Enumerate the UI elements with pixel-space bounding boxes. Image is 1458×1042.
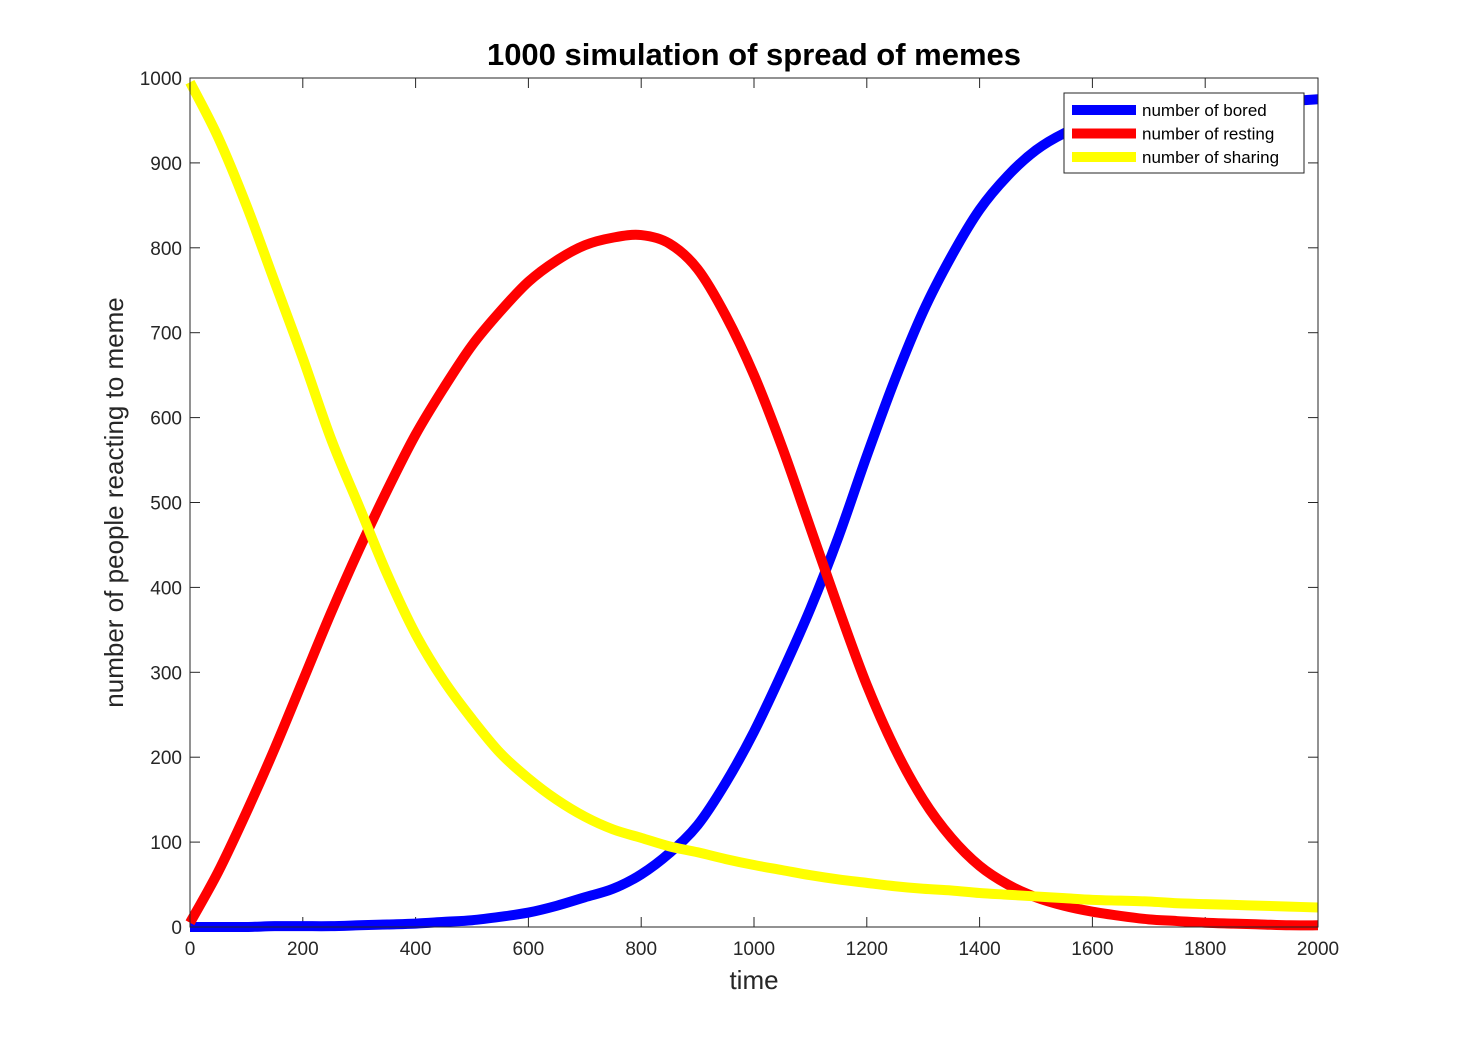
x-tick-label: 800 bbox=[625, 939, 657, 960]
axis-ticks: 0 200 400 600 800 1000 1200 1400 1600 1800 2000 0 10… bbox=[140, 69, 1339, 960]
y-tick-label: 0 bbox=[171, 918, 182, 939]
y-tick-label: 900 bbox=[150, 154, 182, 175]
series-line-sharing bbox=[185, 79, 1319, 913]
x-axis-label: time bbox=[729, 965, 778, 995]
x-tick-label: 1600 bbox=[1071, 939, 1113, 960]
x-tick-label: 1400 bbox=[958, 939, 1000, 960]
y-tick-label: 600 bbox=[150, 409, 182, 430]
x-tick-label: 0 bbox=[185, 939, 196, 960]
x-tick-label: 200 bbox=[287, 939, 319, 960]
x-tick-label: 1000 bbox=[733, 939, 775, 960]
y-tick-label: 800 bbox=[150, 239, 182, 260]
y-tick-label: 200 bbox=[150, 748, 182, 769]
x-tick-label: 1200 bbox=[846, 939, 888, 960]
legend-item-resting: number of resting bbox=[1072, 125, 1274, 144]
y-tick-label: 400 bbox=[150, 578, 182, 599]
x-tick-label: 600 bbox=[513, 939, 545, 960]
y-tick-label: 1000 bbox=[140, 69, 182, 90]
legend-label: number of sharing bbox=[1142, 148, 1279, 167]
chart-title: 1000 simulation of spread of memes bbox=[487, 37, 1021, 72]
x-tick-label: 2000 bbox=[1297, 939, 1339, 960]
legend: number of bored number of resting number o… bbox=[1063, 92, 1305, 174]
legend-label: number of bored bbox=[1142, 101, 1267, 120]
x-tick-label: 400 bbox=[400, 939, 432, 960]
y-tick-label: 700 bbox=[150, 324, 182, 345]
legend-item-sharing: number of sharing bbox=[1072, 148, 1279, 167]
plot-frame bbox=[189, 77, 1319, 928]
legend-label: number of resting bbox=[1142, 125, 1274, 144]
x-tick-label: 1800 bbox=[1184, 939, 1226, 960]
y-tick-label: 500 bbox=[150, 494, 182, 515]
y-tick-label: 300 bbox=[150, 663, 182, 684]
legend-item-bored: number of bored bbox=[1072, 101, 1267, 120]
y-axis-label: number of people reacting to meme bbox=[99, 297, 129, 707]
y-tick-label: 100 bbox=[150, 833, 182, 854]
